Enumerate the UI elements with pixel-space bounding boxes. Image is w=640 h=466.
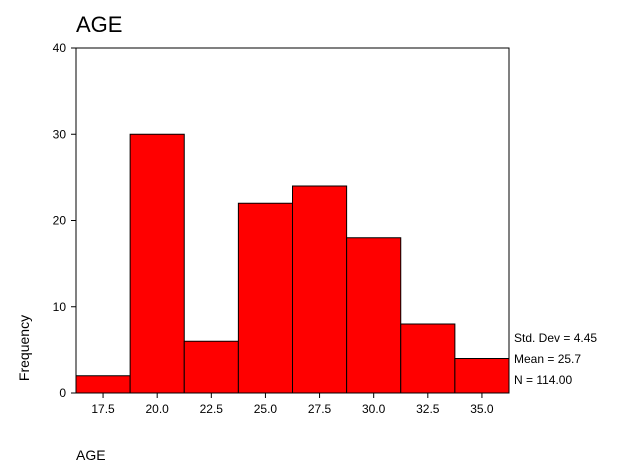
histogram-bar bbox=[129, 133, 185, 394]
y-tick-label: 30 bbox=[53, 127, 67, 141]
x-tick-label: 32.5 bbox=[416, 402, 440, 416]
x-tick-label: 25.0 bbox=[254, 402, 278, 416]
chart-title: AGE bbox=[76, 12, 122, 37]
x-tick-label: 35.0 bbox=[470, 402, 494, 416]
histogram-bar bbox=[183, 340, 239, 394]
n-label: N = 114.00 bbox=[514, 373, 572, 387]
std-dev-label: Std. Dev = 4.45 bbox=[514, 331, 597, 345]
x-tick-label: 22.5 bbox=[200, 402, 224, 416]
bars bbox=[75, 133, 510, 394]
histogram-bar bbox=[75, 375, 131, 394]
histogram-bar bbox=[346, 237, 402, 394]
y-tick-label: 40 bbox=[53, 41, 67, 55]
y-tick-label: 20 bbox=[53, 214, 67, 228]
y-tick-label: 10 bbox=[53, 300, 67, 314]
histogram-bar bbox=[237, 202, 293, 394]
x-tick-label: 30.0 bbox=[362, 402, 386, 416]
y-tick-label: 0 bbox=[59, 386, 66, 400]
x-tick-label: 17.5 bbox=[91, 402, 115, 416]
histogram-bar bbox=[292, 185, 348, 394]
y-axis: 0 10 20 30 40 bbox=[53, 41, 76, 400]
x-tick-label: 27.5 bbox=[308, 402, 332, 416]
mean-label: Mean = 25.7 bbox=[514, 352, 581, 366]
histogram-bar bbox=[400, 323, 456, 394]
x-axis-label: AGE bbox=[76, 447, 106, 463]
x-axis: 17.5 20.0 22.5 25.0 27.5 30.0 32.5 35.0 bbox=[91, 393, 494, 416]
y-axis-label: Frequency bbox=[16, 315, 32, 381]
x-tick-label: 20.0 bbox=[146, 402, 170, 416]
histogram-bar bbox=[454, 358, 510, 394]
